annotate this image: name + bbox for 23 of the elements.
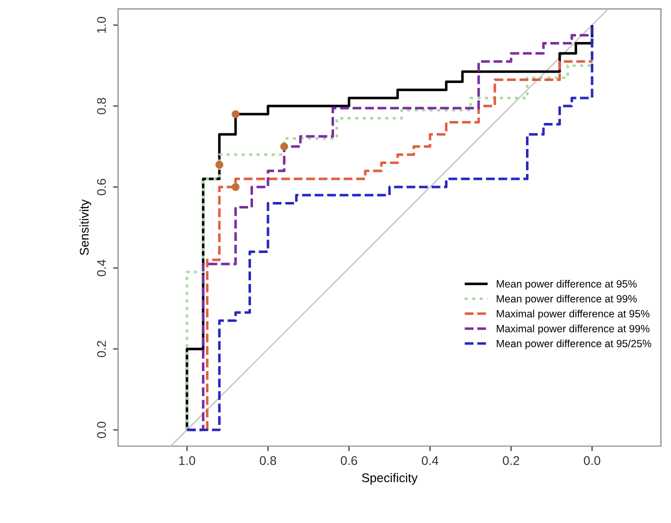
- x-axis-title: Specificity: [362, 473, 418, 485]
- legend-label: Maximal power difference at 95%: [496, 310, 650, 320]
- legend-label: Mean power difference at 95%: [496, 280, 637, 290]
- point: [232, 110, 240, 118]
- point: [280, 142, 288, 150]
- y-axis-title: Sensitivity: [80, 199, 92, 256]
- x-tick-label: 1.0: [179, 456, 196, 466]
- legend-label: Maximal power difference at 99%: [496, 324, 650, 334]
- x-tick-label: 0.6: [340, 456, 358, 466]
- point: [232, 183, 240, 191]
- y-tick-label: 1.0: [97, 16, 106, 33]
- y-tick-label: 0.8: [97, 98, 106, 114]
- y-tick-label: 0.2: [97, 340, 106, 358]
- x-tick-label: 0.2: [502, 456, 520, 466]
- x-tick-label: 0.0: [584, 456, 600, 466]
- point: [215, 160, 224, 169]
- y-tick-label: 0.4: [97, 260, 106, 276]
- x-tick-label: 0.8: [260, 456, 276, 466]
- y-tick-label: 0.0: [97, 422, 106, 438]
- x-tick-label: 0.4: [422, 456, 438, 466]
- y-tick-label: 0.6: [97, 178, 106, 196]
- legend-label: Mean power difference at 99%: [496, 294, 637, 305]
- legend-label: Mean power difference at 95/25%: [496, 340, 652, 350]
